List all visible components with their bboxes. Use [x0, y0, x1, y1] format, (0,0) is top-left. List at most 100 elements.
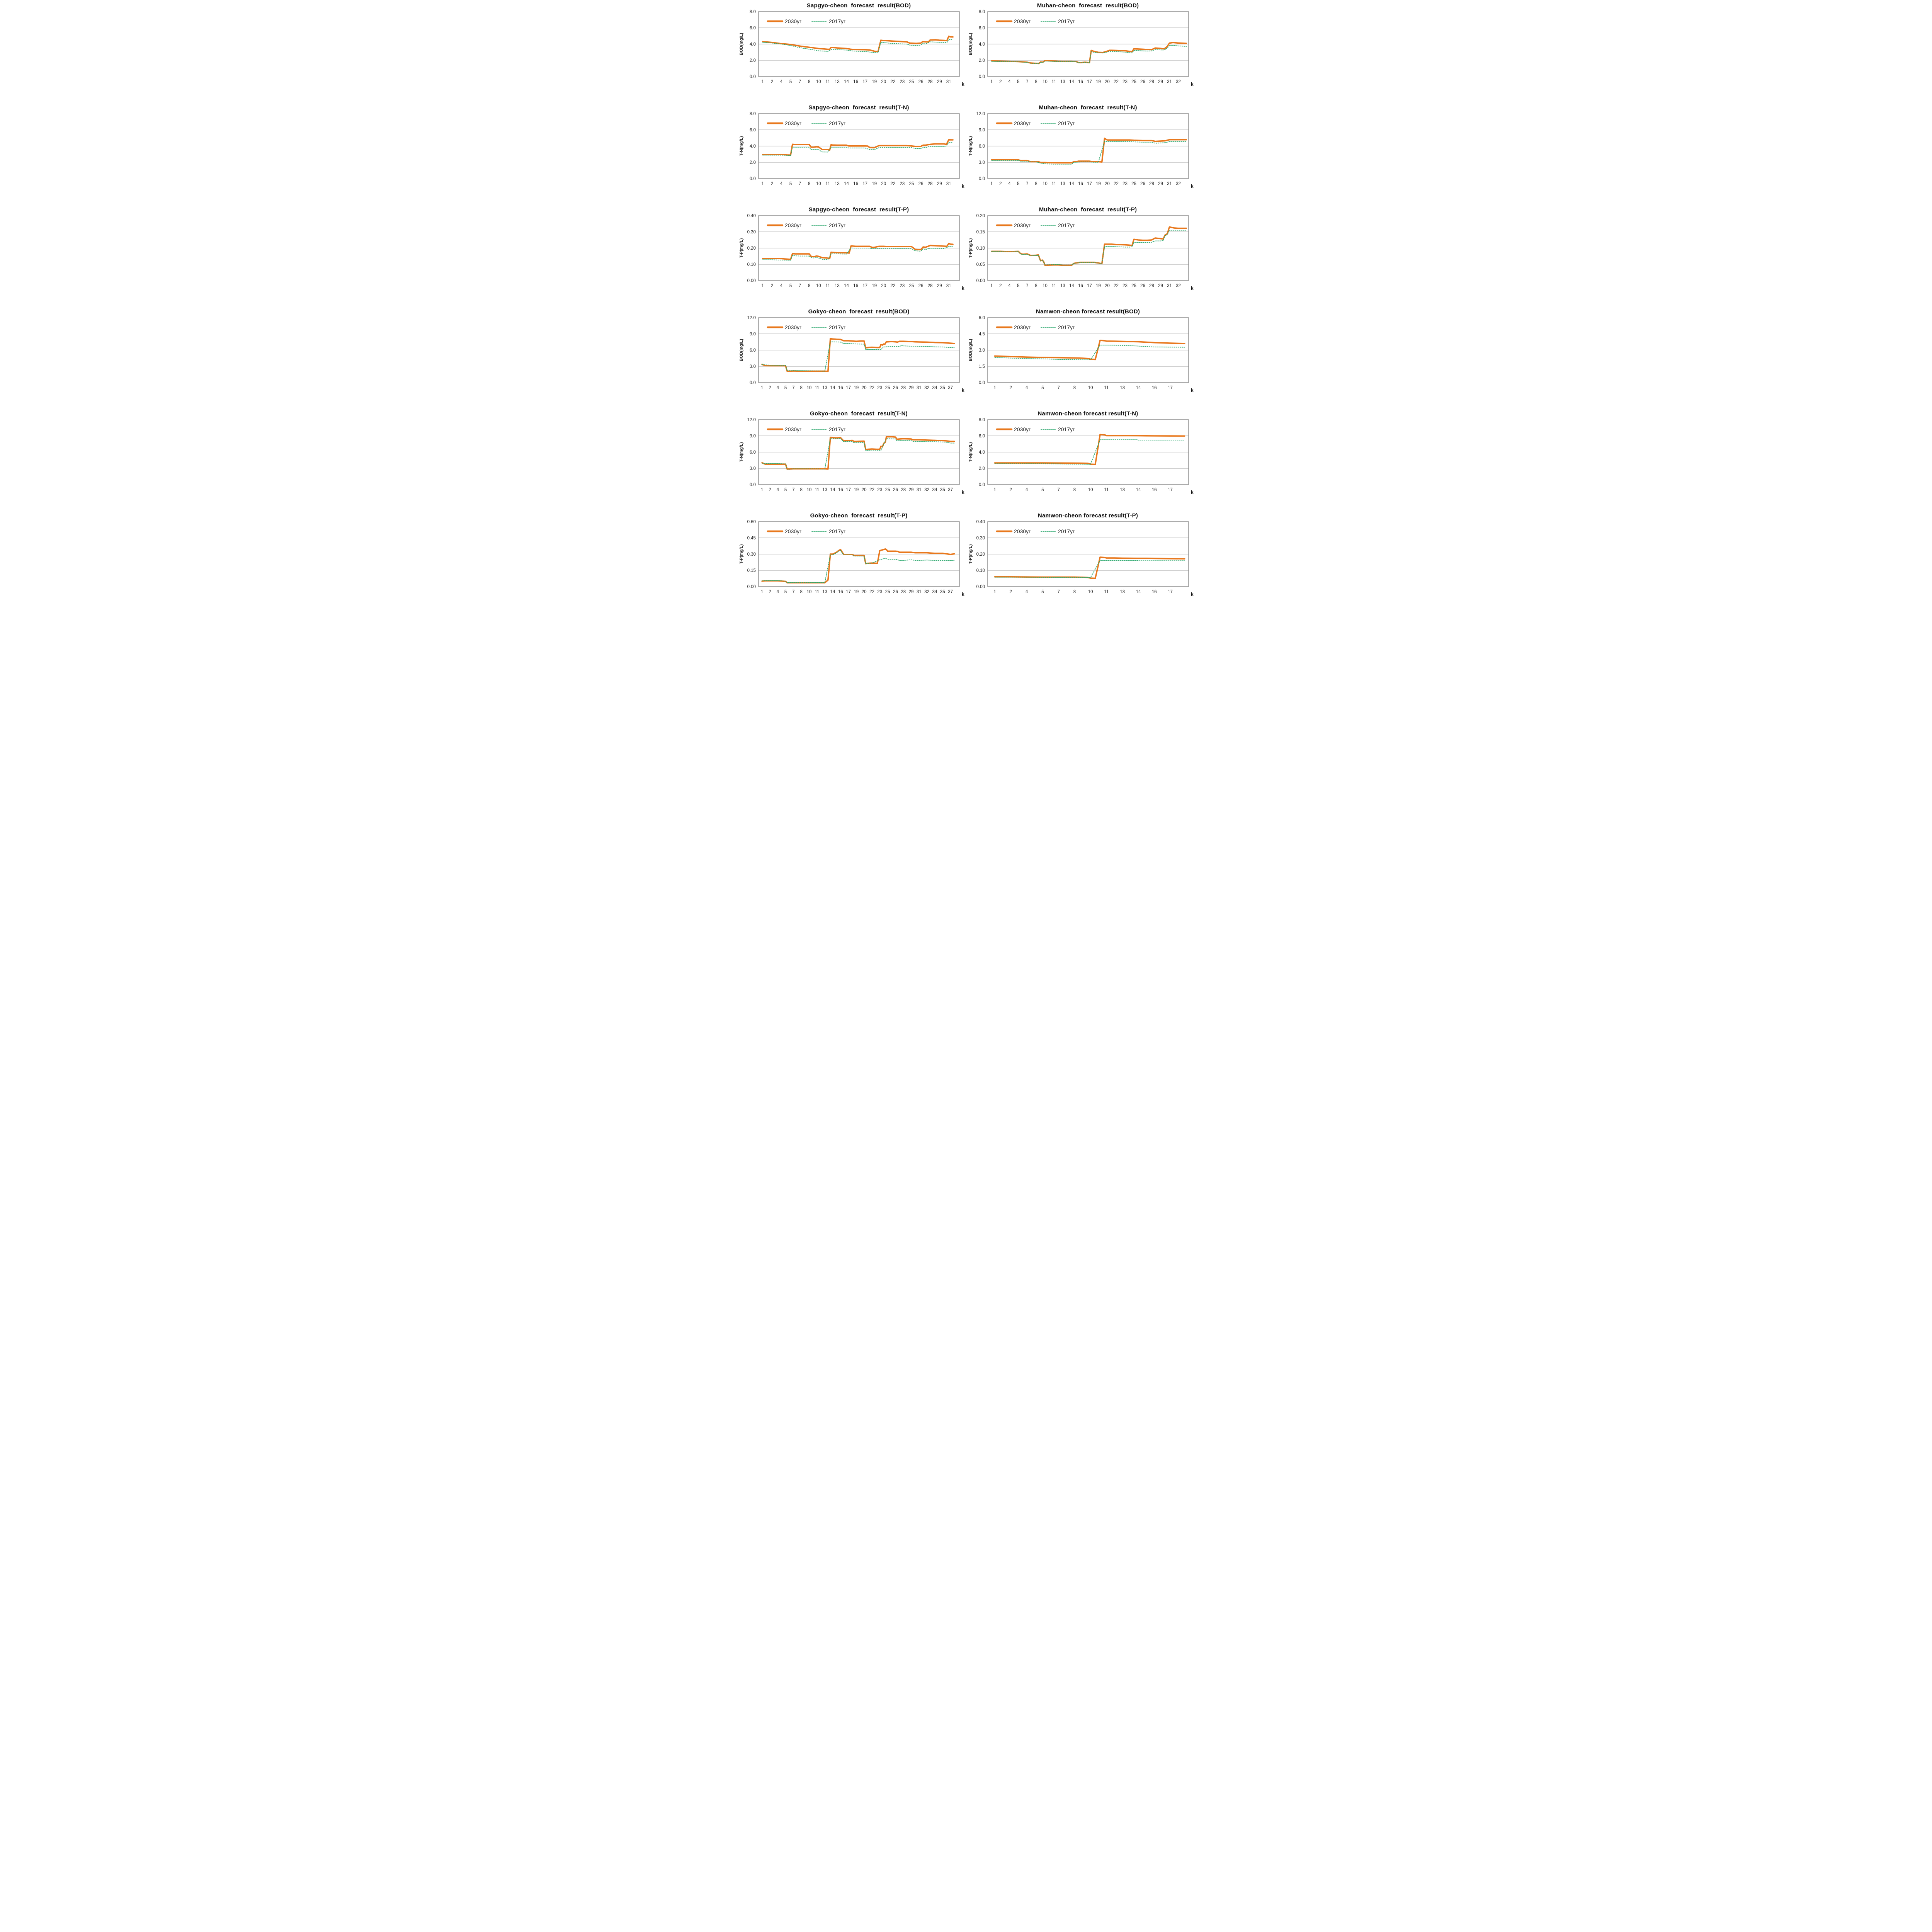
y-tick-label: 0.0 — [750, 483, 756, 487]
y-tick-label: 9.0 — [979, 128, 985, 133]
x-tick-label: 1 — [993, 386, 996, 390]
muhan-tp-series-2030yr — [991, 226, 1187, 266]
legend-2030yr-label: 2030yr — [785, 222, 801, 228]
x-tick-label: 13 — [835, 80, 840, 84]
y-tick-label: 2.0 — [979, 466, 985, 471]
legend-2017yr-label: 2017yr — [1058, 120, 1075, 126]
muhan-bod-y-axis-label: BOD(mg/L) — [968, 33, 973, 55]
y-tick-label: 0.0 — [979, 75, 985, 79]
x-tick-label: 17 — [862, 284, 867, 288]
x-tick-label: 11 — [1051, 80, 1056, 84]
x-tick-label: 16 — [1078, 182, 1083, 186]
x-tick-label: 32 — [924, 488, 929, 492]
y-tick-label: 9.0 — [750, 434, 756, 439]
x-tick-label: 4 — [777, 590, 779, 594]
x-tick-label: 1 — [993, 488, 996, 492]
x-tick-label: 16 — [1152, 488, 1157, 492]
plot-area-border — [758, 317, 960, 383]
x-tick-label: 2 — [771, 182, 773, 186]
x-unit-label: km — [962, 184, 964, 189]
x-tick-label: 25 — [909, 182, 914, 186]
x-tick-label: 23 — [1122, 80, 1128, 84]
x-tick-label: 25 — [885, 386, 890, 390]
y-tick-label: 6.0 — [979, 434, 985, 439]
x-tick-label: 29 — [1158, 284, 1163, 288]
x-tick-label: 11 — [1051, 182, 1056, 186]
legend-2017yr-label: 2017yr — [829, 528, 845, 534]
x-tick-label: 10 — [816, 284, 821, 288]
x-tick-label: 2 — [999, 284, 1002, 288]
x-tick-label: 10 — [807, 488, 812, 492]
namwon-tn-title: Namwon-cheon forecast result(T-N) — [1037, 410, 1138, 417]
x-tick-label: 4 — [1008, 284, 1011, 288]
namwon-tn-series-2030yr — [994, 434, 1185, 465]
namwon-tn-y-axis-label: T-N(mg/L) — [968, 442, 973, 462]
x-tick-label: 5 — [789, 182, 792, 186]
chart-muhan-tp: Muhan-cheon forecast result(T-P) 0.00 0.05… — [968, 205, 1194, 304]
y-tick-label: 0.0 — [750, 177, 756, 181]
plot-area-border — [758, 215, 960, 281]
x-tick-label: 5 — [1041, 488, 1044, 492]
plot-area-border — [987, 11, 1189, 77]
x-tick-label: 11 — [825, 284, 830, 288]
sapgyo-bod-title: Sapgyo-cheon forecast result(BOD) — [806, 2, 911, 9]
x-tick-label: 8 — [808, 182, 810, 186]
legend-2017yr-label: 2017yr — [1058, 426, 1075, 432]
gokyo-tp-title: Gokyo-cheon forecast result(T-P) — [810, 512, 908, 519]
x-tick-label: 28 — [901, 488, 906, 492]
x-tick-label: 8 — [1035, 284, 1037, 288]
x-tick-label: 13 — [835, 182, 840, 186]
namwon-bod-plot: 0.0 1.5 3.0 4.5 6.0 BOD(mg/L) 1 2 4 5 7 8 10 11 13 14 16… — [968, 316, 1194, 393]
x-unit-label: km — [1191, 184, 1194, 189]
x-tick-label: 16 — [1152, 386, 1157, 390]
x-tick-label: 10 — [1088, 590, 1093, 594]
x-tick-label: 34 — [932, 590, 937, 594]
x-tick-label: 20 — [1105, 80, 1110, 84]
sapgyo-tn-series-2017yr — [762, 142, 953, 156]
x-tick-label: 19 — [854, 488, 859, 492]
x-tick-label: 29 — [909, 590, 914, 594]
legend-2030yr-label: 2030yr — [1014, 222, 1031, 228]
y-tick-label: 1.5 — [979, 364, 985, 369]
legend-2017yr-label: 2017yr — [829, 222, 845, 228]
x-tick-label: 14 — [1069, 284, 1074, 288]
namwon-tp-y-axis-label: T-P(mg/L) — [968, 544, 973, 564]
x-unit-label: km — [1191, 286, 1194, 291]
y-tick-label: 12.0 — [976, 112, 985, 116]
x-tick-label: 26 — [918, 182, 923, 186]
y-tick-label: 6.0 — [750, 348, 756, 353]
y-tick-label: 0.10 — [976, 568, 985, 573]
x-tick-label: 10 — [1043, 284, 1048, 288]
y-tick-label: 8.0 — [750, 112, 756, 116]
x-tick-label: 19 — [872, 182, 877, 186]
y-tick-label: 0.05 — [976, 262, 985, 267]
y-tick-label: 0.40 — [747, 214, 756, 218]
chart-namwon-tn: Namwon-cheon forecast result(T-N) 0.0 2.0 4… — [968, 409, 1194, 509]
x-tick-label: 4 — [780, 80, 783, 84]
y-tick-label: 0.45 — [747, 536, 756, 541]
legend-2030yr-label: 2030yr — [785, 324, 801, 330]
x-tick-label: 10 — [816, 80, 821, 84]
namwon-tp-series-2030yr — [994, 556, 1185, 579]
legend-2017yr-label: 2017yr — [829, 120, 845, 126]
x-tick-label: 28 — [928, 80, 933, 84]
x-tick-label: 16 — [853, 80, 858, 84]
x-tick-label: 7 — [1057, 386, 1060, 390]
sapgyo-tp-plot: 0.00 0.10 0.20 0.30 0.40 T-P(mg/L) 1 2 4 5 7 8 10 11 1… — [739, 214, 964, 291]
y-tick-label: 6.0 — [750, 450, 756, 455]
namwon-bod-title: Namwon-cheon forecast result(BOD) — [1036, 308, 1140, 315]
gokyo-tn-title: Gokyo-cheon forecast result(T-N) — [810, 410, 908, 417]
x-tick-label: 22 — [869, 590, 874, 594]
x-tick-label: 1 — [761, 590, 763, 594]
muhan-tn-series-2030yr — [991, 138, 1187, 164]
legend-2017yr-label: 2017yr — [1058, 324, 1075, 330]
legend-2030yr-label: 2030yr — [785, 528, 801, 534]
x-tick-label: 5 — [784, 386, 787, 390]
y-tick-label: 4.0 — [979, 42, 985, 47]
x-tick-label: 2 — [771, 284, 773, 288]
x-tick-label: 31 — [917, 488, 922, 492]
x-tick-label: 11 — [1104, 488, 1109, 492]
y-tick-label: 0.10 — [747, 262, 756, 267]
x-tick-label: 5 — [1017, 284, 1019, 288]
x-tick-label: 20 — [1105, 182, 1110, 186]
